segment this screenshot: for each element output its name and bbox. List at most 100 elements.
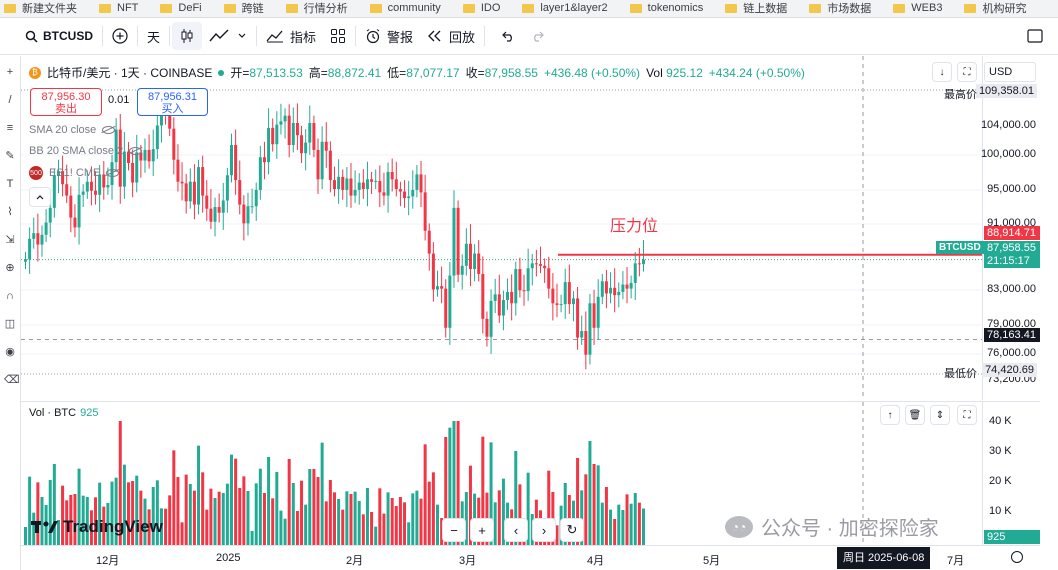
line-chart-button[interactable]	[202, 22, 254, 50]
arrow-down-button[interactable]: ↓	[932, 62, 952, 82]
sell-button[interactable]: 87,956.30 卖出	[30, 88, 102, 116]
price-chart[interactable]	[21, 56, 982, 400]
volume-legend-title: Vol · BTC	[29, 407, 77, 419]
volume-bar	[172, 450, 176, 546]
measure-icon[interactable]: ⇲	[5, 234, 15, 246]
pane-move-up-button[interactable]: ↑	[880, 405, 900, 425]
resistance-annotation[interactable]: 压力位	[610, 218, 659, 235]
bookmark-item[interactable]: NFT	[99, 1, 138, 15]
magnet-icon[interactable]: ∩	[6, 290, 14, 302]
tradingview-logo[interactable]: TradingView	[31, 517, 163, 537]
candle-body	[365, 179, 369, 190]
brush-icon[interactable]: ✎	[5, 150, 15, 162]
symbol-search[interactable]: BTCUSD	[18, 22, 100, 50]
candle-body	[28, 238, 32, 260]
pattern-icon[interactable]: ⌇	[7, 206, 13, 218]
volume-bar	[316, 477, 320, 546]
bookmark-label: 链上数据	[743, 3, 788, 15]
time-tick-label: 12月	[96, 555, 120, 567]
sell-price: 87,956.30	[41, 91, 91, 103]
redo-button[interactable]	[523, 22, 553, 50]
crosshair-price-tag: 78,163.41	[984, 328, 1040, 342]
bookmark-item[interactable]: 跨链	[223, 1, 264, 15]
candle-body	[271, 127, 275, 145]
zoom-out-button[interactable]: −	[442, 518, 466, 542]
zoom-in-button[interactable]: +	[470, 518, 494, 542]
layouts-button[interactable]	[323, 22, 353, 50]
indicators-button[interactable]: 指标	[259, 22, 323, 50]
bookmark-item[interactable]: 链上数据	[725, 1, 787, 15]
eye-icon[interactable]: ◉	[5, 346, 15, 358]
indicator-sma[interactable]: SMA 20 close	[29, 124, 116, 136]
volume-pane[interactable]	[21, 401, 982, 546]
volume-tick-label: 30 K	[989, 445, 1012, 457]
hidden-eye-icon[interactable]	[102, 126, 116, 134]
fullscreen-button[interactable]	[1020, 22, 1050, 50]
volume-bar	[419, 498, 423, 546]
bookmark-item[interactable]: tokenomics	[629, 1, 703, 15]
replay-button[interactable]: 回放	[420, 22, 482, 50]
candle-body	[613, 287, 617, 296]
candle-body	[374, 180, 378, 182]
candles-type-button[interactable]	[172, 22, 203, 50]
maximize-button[interactable]: ⛶	[957, 62, 977, 82]
bookmark-item[interactable]: WEB3	[893, 1, 942, 15]
bookmark-item[interactable]: layer1&layer2	[522, 1, 608, 15]
candle-body	[530, 263, 534, 269]
cursor-icon[interactable]: +	[6, 66, 14, 78]
legend-title: 比特币/美元 · 1天 · COINBASE	[47, 66, 213, 80]
candle-body	[452, 207, 456, 276]
time-axis[interactable]: 12月 2025 2月 3月 4月 5月 7月 周日 2025-06-08	[21, 545, 1040, 570]
alert-label: 警报	[387, 29, 414, 45]
volume-bar	[69, 495, 73, 546]
price-chart-pane[interactable]	[21, 56, 982, 400]
bookmark-item[interactable]: 新建文件夹	[4, 1, 77, 15]
indicator-bb[interactable]: BB 20 SMA close 2	[29, 145, 143, 157]
volume-chart[interactable]	[21, 402, 982, 546]
candle-body	[258, 157, 262, 190]
search-icon	[25, 30, 38, 43]
candle-body	[94, 190, 98, 195]
scroll-left-button[interactable]: ‹	[504, 518, 528, 542]
hidden-eye-icon[interactable]	[129, 147, 143, 155]
indicator-es[interactable]: 500 ES1! CME	[29, 166, 120, 180]
pane-maximize-button[interactable]: ⛶	[957, 405, 977, 425]
scroll-right-button[interactable]: ›	[532, 518, 556, 542]
candle-body	[456, 207, 460, 275]
volume-bar	[295, 511, 299, 546]
trendline-icon[interactable]: /	[8, 94, 12, 106]
volume-bar	[625, 494, 629, 546]
bookmark-item[interactable]: 市场数据	[809, 1, 871, 15]
volume-bar	[250, 531, 254, 546]
change-value: +436.48 (+0.50%)	[543, 65, 641, 80]
add-symbol-button[interactable]	[105, 22, 135, 50]
bookmark-item[interactable]: DeFi	[160, 1, 202, 15]
volume-bar	[205, 509, 209, 546]
pane-collapse-button[interactable]: ⇕	[930, 405, 950, 425]
buy-button[interactable]: 87,956.31 买入	[137, 88, 208, 116]
reset-chart-button[interactable]: ↻	[560, 518, 584, 542]
trash-icon[interactable]: ⌫	[4, 374, 20, 386]
pane-delete-button[interactable]: 🗑	[905, 405, 925, 425]
undo-button[interactable]	[493, 22, 523, 50]
text-icon[interactable]: T	[6, 178, 14, 190]
indicators-label: 指标	[290, 29, 317, 45]
bookmark-item[interactable]: 机构研究	[964, 1, 1026, 15]
interval-button[interactable]: 天	[147, 29, 161, 45]
candle-body	[69, 195, 73, 218]
alert-button[interactable]: 警报	[358, 22, 420, 50]
bookmark-item[interactable]: 行情分析	[285, 1, 348, 15]
candle-body	[118, 129, 122, 187]
bookmark-item[interactable]: IDO	[462, 1, 500, 15]
hidden-eye-icon[interactable]	[106, 169, 120, 177]
price-axis[interactable]: 104,000.00 100,000.00 95,000.00 91,000.00 83…	[975, 56, 1040, 400]
volume-bar	[398, 497, 402, 546]
fib-icon[interactable]: ≡	[6, 122, 14, 134]
lock-icon[interactable]: ◫	[4, 318, 16, 330]
collapse-legend-button[interactable]	[29, 187, 51, 207]
zoom-icon[interactable]: ⊕	[5, 262, 15, 274]
volume-bar	[287, 459, 291, 546]
bookmark-item[interactable]: community	[369, 1, 441, 15]
currency-select[interactable]: USD	[984, 62, 1036, 82]
settings-gear-icon[interactable]	[1011, 551, 1023, 563]
